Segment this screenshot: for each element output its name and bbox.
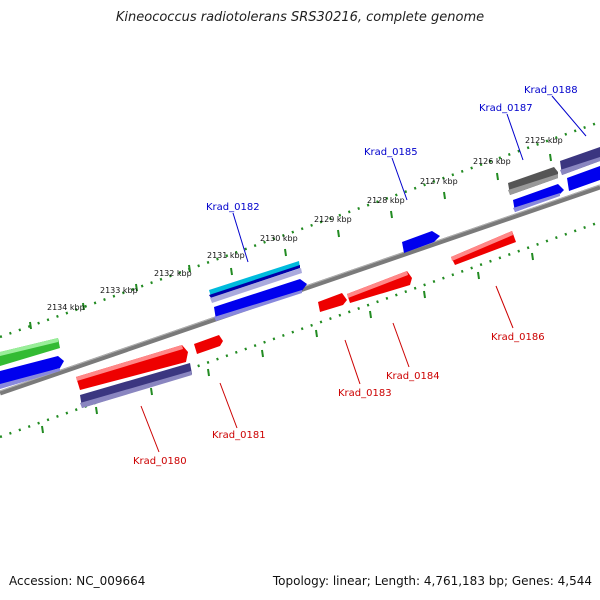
gene-label-krad-0186: Krad_0186 bbox=[491, 332, 545, 343]
kbp-label: 2128 kbp bbox=[367, 196, 405, 205]
gene-krad-0188[interactable] bbox=[560, 147, 600, 175]
kbp-label: 2134 kbp bbox=[47, 303, 85, 312]
genome-summary-text: Topology: linear; Length: 4,761,183 bp; … bbox=[272, 574, 592, 588]
gene-krad-0185[interactable] bbox=[402, 231, 440, 253]
accession-text: Accession: NC_009664 bbox=[9, 574, 146, 588]
gene-blue-left[interactable] bbox=[0, 356, 64, 389]
gene-label-krad-0182: Krad_0182 bbox=[206, 202, 260, 213]
kbp-label: 2125 kbp bbox=[525, 136, 563, 145]
gene-blue-0188[interactable] bbox=[567, 166, 600, 191]
gene-label-krad-0187: Krad_0187 bbox=[479, 103, 533, 114]
lower-tick-line bbox=[0, 220, 600, 439]
gene-green-left[interactable] bbox=[0, 338, 60, 366]
gene-krad-0187[interactable] bbox=[508, 167, 558, 195]
gene-label-krad-0184: Krad_0184 bbox=[386, 371, 440, 382]
gene-label-krad-0185: Krad_0185 bbox=[364, 147, 418, 158]
gene-label-krad-0180: Krad_0180 bbox=[133, 456, 187, 467]
map-title: Kineococcus radiotolerans SRS30216, comp… bbox=[115, 10, 485, 25]
kbp-label: 2129 kbp bbox=[314, 215, 352, 224]
forward-gene-labels: Krad_0182 Krad_0185 Krad_0187 Krad_0188 bbox=[206, 85, 578, 213]
gene-krad-0186[interactable] bbox=[451, 231, 516, 265]
gene-blue-0182[interactable] bbox=[214, 279, 307, 321]
kbp-label: 2131 kbp bbox=[207, 251, 245, 260]
upper-tick-line bbox=[0, 120, 600, 339]
reverse-gene-labels: Krad_0180 Krad_0181 Krad_0183 Krad_0184 … bbox=[133, 332, 545, 467]
gene-krad-0184[interactable] bbox=[347, 271, 412, 303]
gene-krad-0180[interactable] bbox=[76, 345, 188, 390]
gene-krad-0183[interactable] bbox=[318, 293, 347, 312]
gene-label-krad-0181: Krad_0181 bbox=[212, 430, 266, 441]
gene-label-krad-0183: Krad_0183 bbox=[338, 388, 392, 399]
kbp-label: 2126 kbp bbox=[473, 157, 511, 166]
kbp-labels: 2134 kbp 2133 kbp 2132 kbp 2131 kbp 2130… bbox=[47, 136, 563, 312]
gene-krad-0182[interactable] bbox=[209, 261, 302, 303]
gene-navy-0180[interactable] bbox=[80, 363, 192, 408]
kbp-label: 2130 kbp bbox=[260, 234, 298, 243]
gene-krad-0181[interactable] bbox=[194, 335, 223, 354]
gene-blue-0187[interactable] bbox=[513, 184, 564, 212]
gene-label-krad-0188: Krad_0188 bbox=[524, 85, 578, 96]
leader-lines bbox=[140, 95, 587, 453]
kbp-label: 2132 kbp bbox=[154, 269, 192, 278]
kbp-label: 2133 kbp bbox=[100, 286, 138, 295]
genes bbox=[0, 147, 600, 408]
kbp-label: 2127 kbp bbox=[420, 177, 458, 186]
